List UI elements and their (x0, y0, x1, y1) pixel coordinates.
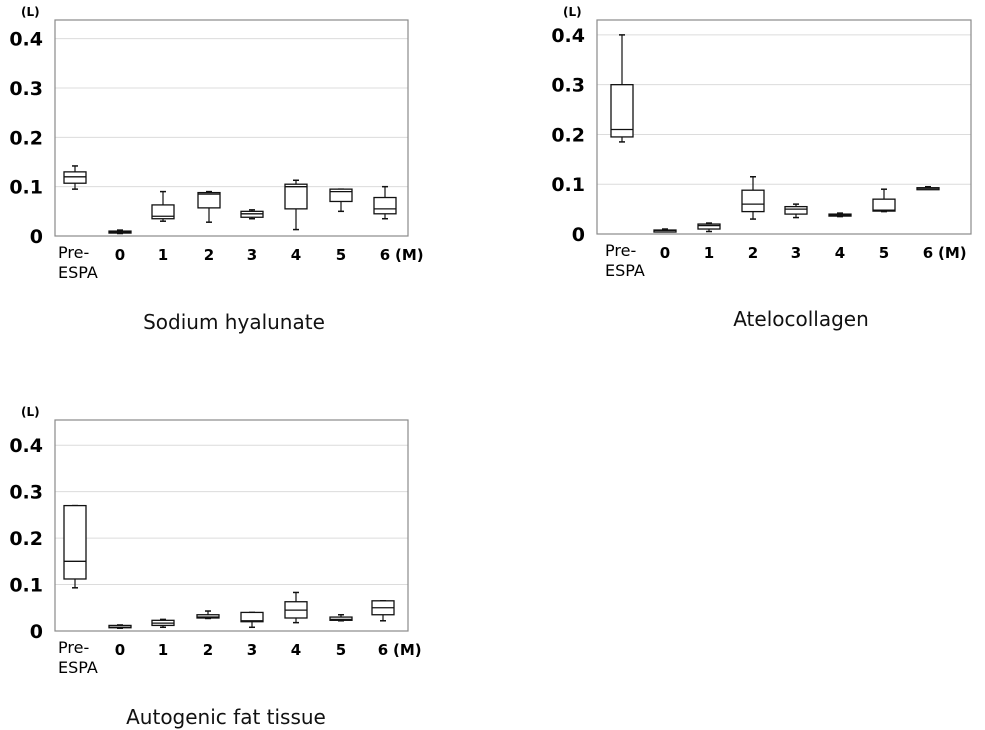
x-tick-label: 5 (336, 641, 346, 659)
box-1 (653, 228, 677, 233)
box-4 (784, 203, 808, 219)
box-iqr (63, 504, 87, 580)
box-7 (373, 185, 397, 220)
chart-svg: 0 0.1 0.2 0.3 0.4 (L) Pre-ESPA 0 1 2 3 4 5 6 (M) (9, 405, 422, 677)
box-iqr (373, 196, 397, 215)
x-tick-label: ESPA (58, 263, 98, 282)
box-iqr (240, 611, 264, 623)
x-axis-label: (M) (938, 244, 967, 262)
box-iqr (741, 189, 765, 213)
x-tick-label: 2 (204, 246, 214, 264)
y-tick-label: 0 (572, 224, 585, 246)
x-tick-label: 2 (203, 641, 213, 659)
x-tick-label: 1 (704, 244, 714, 262)
box-2 (151, 190, 175, 222)
x-tick-label: Pre- (58, 243, 89, 262)
box-iqr (610, 84, 634, 138)
chart-title: Sodium hyalunate (143, 310, 325, 334)
x-tick-label: Pre- (58, 638, 89, 657)
x-tick-label: 6 (923, 244, 933, 262)
x-tick-label: 5 (336, 246, 346, 264)
y-tick-label: 0.4 (9, 435, 43, 457)
box-2 (151, 618, 175, 629)
x-tick-label: 4 (291, 246, 301, 264)
box-6 (329, 188, 353, 213)
chart-panel-autogenic-fat-tissue: 0 0.1 0.2 0.3 0.4 (L) Pre- ESPA 0 1 2 3 4 5 6 (M) (0, 395, 480, 730)
x-tick-label: Pre- (605, 241, 636, 260)
box-iqr (697, 223, 721, 230)
box-0 (63, 165, 87, 190)
x-tick-label: 0 (115, 246, 125, 264)
y-tick-label: 0.4 (9, 29, 43, 51)
box-7 (371, 600, 395, 622)
x-tick-label: 3 (247, 641, 257, 659)
y-axis-label: (L) (563, 5, 582, 19)
x-tick-label: 0 (115, 641, 125, 659)
box-0 (610, 34, 634, 143)
y-tick-label: 0.1 (9, 575, 43, 597)
box-6 (872, 188, 896, 213)
x-tick-label: 3 (247, 246, 257, 264)
box-1 (108, 624, 132, 629)
y-tick-label: 0.1 (551, 174, 585, 196)
chart-panel-atelocollagen: 0 0.1 0.2 0.3 0.4 (L) Pre- ESPA 0 1 2 3 4 5 6 (M) (500, 0, 980, 345)
x-tick-label: 3 (791, 244, 801, 262)
box-iqr (329, 616, 353, 621)
box-iqr (151, 204, 175, 220)
x-tick-label: 4 (291, 641, 301, 659)
box-7 (916, 185, 940, 191)
x-axis-label: (M) (395, 246, 424, 264)
y-tick-label: 0.2 (551, 124, 585, 146)
x-axis-label: (M) (393, 641, 422, 659)
box-5 (284, 179, 308, 231)
x-tick-label: ESPA (605, 261, 645, 280)
x-tick-label: 4 (835, 244, 845, 262)
plot-frame (54, 19, 409, 237)
x-tick-label: 6 (378, 641, 388, 659)
box-4 (240, 611, 264, 629)
box-3 (196, 610, 220, 620)
x-tick-label: 5 (879, 244, 889, 262)
x-tick-label: 0 (660, 244, 670, 262)
y-tick-label: 0.3 (9, 78, 43, 100)
y-tick-label: 0.2 (9, 127, 43, 149)
y-tick-label: 0.3 (9, 482, 43, 504)
x-tick-label: 6 (380, 246, 390, 264)
box-3 (197, 190, 221, 223)
box-5 (828, 212, 852, 218)
box-iqr (284, 183, 308, 210)
y-tick-label: 0.4 (551, 25, 585, 47)
y-tick-label: 0.2 (9, 528, 43, 550)
plot-frame (54, 419, 409, 632)
chart-svg: 0 0.1 0.2 0.3 0.4 (L) Pre-ESPA 0 1 2 3 4 5 6 (M) (551, 5, 972, 280)
x-tick-label: 1 (158, 641, 168, 659)
box-5 (284, 591, 308, 624)
box-0 (63, 504, 87, 589)
box-6 (329, 613, 353, 622)
y-tick-label: 0.1 (9, 177, 43, 199)
x-tick-label: 2 (748, 244, 758, 262)
box-iqr (197, 191, 221, 209)
chart-panel-sodium-hyalunate: 0 0.1 0.2 0.3 0.4 (L) Pre- ESPA 0 1 2 3 4 5 6 (M) (0, 0, 480, 345)
chart-title: Autogenic fat tissue (126, 705, 326, 729)
y-axis-label: (L) (21, 5, 40, 19)
chart-title: Atelocollagen (733, 307, 869, 331)
box-iqr (196, 614, 220, 619)
box-2 (697, 222, 721, 233)
box-iqr (784, 205, 808, 215)
box-iqr (872, 198, 896, 212)
plot-frame (596, 19, 972, 235)
chart-svg: 0 0.1 0.2 0.3 0.4 (L) Pre-ESPA 0 1 2 3 4 5 6 (M) (9, 5, 424, 282)
box-4 (240, 209, 264, 220)
box-iqr (63, 171, 87, 184)
y-tick-label: 0.3 (551, 75, 585, 97)
x-tick-label: ESPA (58, 658, 98, 677)
y-tick-label: 0 (30, 226, 43, 248)
y-tick-label: 0 (30, 621, 43, 643)
box-1 (108, 229, 132, 235)
y-axis-label: (L) (21, 405, 40, 419)
box-3 (741, 176, 765, 220)
x-tick-label: 1 (158, 246, 168, 264)
